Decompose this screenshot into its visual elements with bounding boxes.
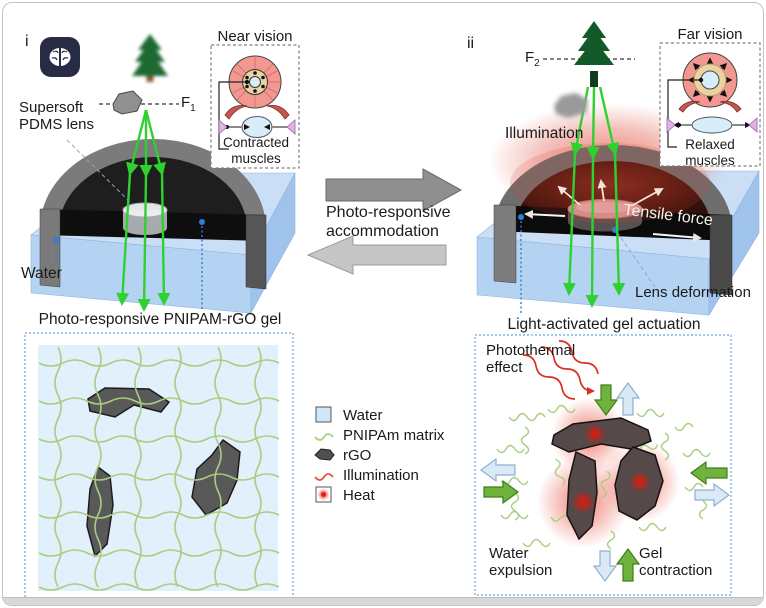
transition-arrows	[306, 168, 463, 275]
water-expulsion-label: Water expulsion	[489, 545, 553, 580]
green-right-arrow	[483, 479, 520, 505]
tree-sharp	[574, 21, 614, 87]
water-label: Water	[21, 265, 62, 282]
blue-up-arrow	[615, 381, 641, 416]
scene-i-index: i	[25, 33, 29, 50]
illumination-squiggles	[522, 340, 599, 400]
relaxed-muscles-label: Relaxed muscles	[685, 137, 735, 168]
light-rays-left	[116, 109, 171, 312]
legend-label-pnipam: PNIPAm matrix	[343, 427, 445, 444]
arrow-right	[325, 168, 463, 212]
photothermal-effect-label: Photothermal effect	[486, 342, 576, 377]
transition-label-line1: Photo-responsive	[326, 204, 451, 221]
eye-lens-flat	[691, 116, 733, 134]
rgo-flake-icon	[314, 448, 335, 461]
contracted-muscles-label: Contracted muscles	[222, 135, 290, 166]
water-swatch-icon	[315, 406, 332, 423]
right-panel-title: Light-activated gel actuation	[507, 316, 701, 333]
blue-right-arrow	[694, 482, 731, 508]
legend-swatches	[314, 406, 335, 503]
left-panel-title: Photo-responsive PNIPAM-rGO gel	[38, 311, 282, 328]
far-vision-title: Far vision	[677, 26, 743, 43]
far-vision-inset	[659, 42, 761, 167]
illumination-wave-icon	[314, 473, 334, 481]
near-vision-inset	[210, 44, 300, 169]
green-left-arrow	[689, 460, 728, 486]
pnipam-matrix-grid	[38, 346, 280, 591]
green-up-arrow	[615, 547, 641, 582]
pnipam-wave-icon	[314, 433, 334, 441]
heat-swatch-icon	[315, 486, 332, 503]
ciliary-muscle-relaxed	[678, 100, 701, 113]
legend-label-illumination: Illumination	[343, 467, 419, 484]
green-down-arrow	[593, 384, 619, 417]
tree-blurred	[132, 34, 168, 82]
light-rays-right	[562, 86, 626, 308]
scene-ii-index: ii	[467, 35, 475, 52]
blue-left-arrow	[479, 457, 516, 483]
focal-point-f1-label: F1	[181, 94, 196, 114]
actuation-arrows	[479, 381, 731, 583]
legend-label-heat: Heat	[343, 487, 375, 504]
gel-panel-left	[24, 332, 294, 600]
near-vision-title: Near vision	[217, 28, 293, 45]
tensile-arrows	[524, 179, 702, 242]
legend-label-water: Water	[343, 407, 383, 424]
legend-label-rgo: rGO	[343, 447, 372, 464]
transition-label-line2: accommodation	[326, 223, 439, 240]
gel-panel-right	[474, 334, 732, 596]
figure-graphics	[24, 21, 761, 600]
pupil-small	[249, 76, 261, 88]
far-object-rock-blurred	[554, 93, 588, 118]
blue-down-arrow	[592, 550, 618, 583]
window-bottom-bar	[3, 597, 763, 605]
illumination-label: Illumination	[505, 125, 584, 142]
arrow-left	[306, 235, 447, 275]
brain-icon	[40, 37, 80, 77]
pupil-large	[700, 70, 720, 90]
near-object-rock	[112, 90, 143, 115]
pointers-left	[53, 139, 205, 311]
gel-contraction-label: Gel contraction	[639, 545, 713, 580]
focal-point-f2-label: F2	[525, 49, 540, 69]
ciliary-muscle	[224, 105, 248, 120]
supersoft-pdms-lens-label: Supersoft PDMS lens	[19, 99, 95, 134]
lens-deformation-label: Lens deformation	[635, 284, 751, 301]
lens-device-left	[39, 139, 267, 290]
